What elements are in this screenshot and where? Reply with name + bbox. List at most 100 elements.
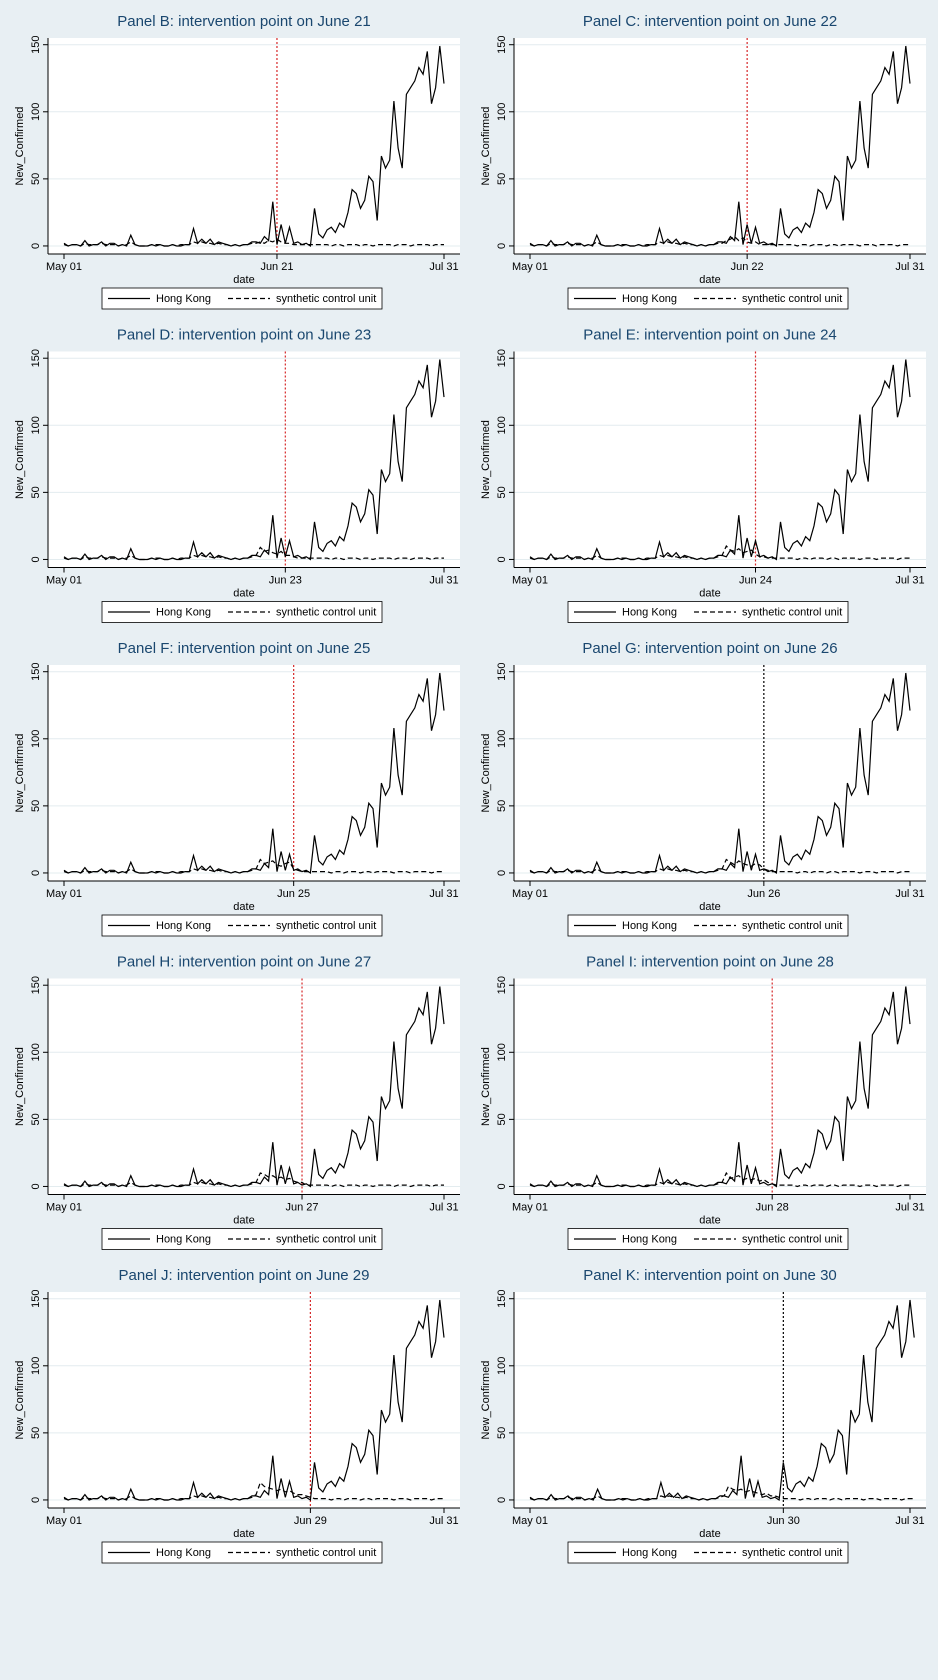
y-tick-label: 150 [496,663,508,681]
series-line [63,1172,444,1188]
y-tick-label: 0 [30,556,42,562]
series-line [529,1485,915,1501]
x-tick-label: Jul 31 [429,261,458,273]
y-tick-label: 100 [496,1357,508,1375]
x-tick-label: Jun 21 [260,261,293,273]
plot-area [48,1292,460,1508]
x-axis-label: date [233,274,254,286]
x-tick-label: Jun 29 [294,1515,327,1527]
x-tick-label: Jul 31 [429,1201,458,1213]
y-tick-label: 100 [30,416,42,434]
plot-area [514,351,926,568]
series-line [529,858,910,874]
x-tick-label: Jul 31 [895,261,924,273]
y-tick-label: 50 [30,173,42,185]
x-tick-label: May 01 [46,574,82,586]
x-axis-label: date [699,1528,720,1540]
y-tick-label: 0 [30,1183,42,1189]
legend-box [567,914,849,937]
x-tick-label: Jun 23 [269,574,302,586]
x-tick-label: Jun 28 [756,1201,789,1213]
y-tick-label: 0 [30,870,42,876]
plot-area [48,38,460,254]
y-tick-label: 100 [30,103,42,121]
series-line [529,1171,910,1188]
y-tick-label: 150 [496,976,508,994]
y-tick-label: 50 [496,800,508,812]
panel: 0 50 100 150 May 01 Jun 22 Jul 31 Panel C: inte… [480,13,926,310]
chart-title: Panel K: intervention point on June 30 [583,1267,837,1284]
legend-box [101,1541,383,1564]
panel: 0 50 100 150 May 01 Jun 24 Jul 31 Panel E: inte… [480,326,926,623]
chart-title: Panel J: intervention point on June 29 [118,1267,369,1284]
legend-label: synthetic control unit [276,1547,376,1559]
y-tick-label: 150 [496,349,508,367]
y-tick-label: 50 [30,800,42,812]
y-tick-label: 100 [30,1043,42,1061]
plot-area [48,978,460,1195]
x-tick-label: May 01 [46,261,82,273]
panel: 0 50 100 150 May 01 Jun 25 Jul 31 Panel F: inte… [14,640,460,937]
legend-label: Hong Kong [156,920,211,932]
y-tick-label: 150 [30,349,42,367]
y-tick-label: 100 [496,416,508,434]
x-tick-label: Jul 31 [429,1515,458,1527]
legend-box [101,1228,383,1250]
legend-label: synthetic control unit [276,606,376,618]
x-tick-label: Jun 24 [739,574,772,586]
y-tick-label: 100 [496,103,508,121]
x-tick-label: Jul 31 [895,1201,924,1213]
y-axis-label: New_Confirmed [14,1361,26,1440]
legend-label: Hong Kong [622,1547,677,1559]
plot-area [514,665,926,881]
legend-box [567,601,849,623]
x-tick-label: Jun 25 [277,888,310,900]
plot-area [514,1292,926,1508]
panel: 0 50 100 150 May 01 Jun 30 Jul 31 Panel K: inte… [480,1267,926,1564]
panel: 0 50 100 150 May 01 Jun 28 Jul 31 Panel I: inte… [480,953,926,1250]
y-tick-label: 100 [30,730,42,748]
chart-title: Panel I: intervention point on June 28 [586,953,834,970]
legend-box [567,287,849,310]
y-tick-label: 150 [30,36,42,54]
x-axis-label: date [699,1214,720,1226]
x-tick-label: May 01 [46,1515,82,1527]
x-tick-label: May 01 [512,888,548,900]
y-tick-label: 0 [496,556,508,562]
legend-box [101,287,383,310]
y-tick-label: 50 [30,486,42,498]
x-tick-label: May 01 [512,1201,548,1213]
plot-area [48,665,460,881]
y-axis-label: New_Confirmed [14,107,26,186]
chart-title: Panel D: intervention point on June 23 [117,326,371,343]
y-tick-label: 150 [30,663,42,681]
y-axis-label: New_Confirmed [480,1047,492,1126]
x-tick-label: May 01 [512,1515,548,1527]
y-axis-label: New_Confirmed [480,1361,492,1440]
x-tick-label: May 01 [46,1201,82,1213]
y-tick-label: 0 [30,243,42,249]
x-tick-label: May 01 [512,261,548,273]
chart-title: Panel F: intervention point on June 25 [118,640,371,657]
x-tick-label: Jun 30 [767,1515,800,1527]
series-line [63,858,444,874]
x-tick-label: Jun 26 [747,888,780,900]
y-axis-label: New_Confirmed [480,420,492,499]
chart-title: Panel E: intervention point on June 24 [583,326,837,343]
y-tick-label: 150 [30,1290,42,1308]
legend-box [567,1541,849,1564]
legend-label: synthetic control unit [742,293,842,305]
legend-label: synthetic control unit [276,1233,376,1245]
y-tick-label: 0 [496,1183,508,1189]
x-axis-label: date [233,587,254,599]
y-tick-label: 100 [496,1043,508,1061]
y-axis-label: New_Confirmed [14,1047,26,1126]
y-axis-label: New_Confirmed [14,420,26,499]
legend-label: Hong Kong [622,606,677,618]
legend-label: Hong Kong [156,293,211,305]
x-tick-label: Jul 31 [895,888,924,900]
chart-title: Panel B: intervention point on June 21 [117,13,371,30]
legend-label: Hong Kong [156,1233,211,1245]
legend-label: Hong Kong [156,606,211,618]
legend-label: synthetic control unit [742,1547,842,1559]
